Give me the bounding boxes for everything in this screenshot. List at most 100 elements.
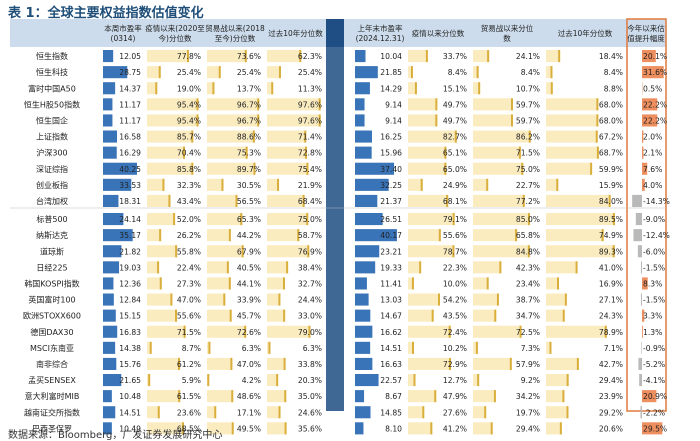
index-name: 孟买SENSEX bbox=[28, 375, 76, 385]
header-bg-current bbox=[10, 19, 326, 47]
cell-value: 72.9% bbox=[443, 360, 467, 369]
pe-bar bbox=[355, 390, 365, 403]
cell-value: 61.5% bbox=[177, 392, 201, 401]
pe-bar bbox=[355, 162, 395, 175]
cell-value: 55.6% bbox=[443, 231, 467, 240]
column-header-6: 疫情以来分位数 bbox=[412, 28, 465, 38]
percentile-bar-edge bbox=[596, 98, 599, 111]
cell-value: 29.4% bbox=[599, 376, 623, 385]
change-bar-negative bbox=[640, 293, 642, 306]
percentile-bar-bg bbox=[207, 114, 260, 127]
percentile-bar-edge bbox=[562, 390, 565, 403]
cell-value: 14.37 bbox=[119, 84, 141, 93]
percentile-bar-bg bbox=[408, 341, 415, 354]
cell-value: 49.7% bbox=[443, 100, 467, 109]
cell-value: 48.6% bbox=[237, 392, 261, 401]
percentile-bar-bg bbox=[473, 422, 493, 435]
cell-value: 59.7% bbox=[516, 116, 540, 125]
cell-value: 15.1% bbox=[443, 84, 467, 93]
percentile-bar-edge bbox=[231, 390, 234, 403]
cell-value: 8.10 bbox=[385, 424, 402, 433]
cell-value: 24.14 bbox=[119, 215, 141, 224]
change-bar-negative bbox=[640, 406, 642, 419]
cell-value: 9.14 bbox=[385, 116, 402, 125]
percentile-bar-edge bbox=[425, 50, 428, 63]
change-bar-positive bbox=[642, 114, 658, 127]
cell-value: 74.9% bbox=[599, 231, 623, 240]
percentile-bar-bg bbox=[267, 374, 279, 387]
percentile-bar-edge bbox=[283, 357, 286, 370]
percentile-bar-bg bbox=[546, 229, 604, 242]
cell-value: 20.9% bbox=[643, 392, 667, 401]
cell-value: 52.0% bbox=[177, 215, 201, 224]
cell-value: 96.7% bbox=[237, 100, 261, 109]
percentile-bar-edge bbox=[431, 309, 434, 322]
index-name: 韩国KOSPI指数 bbox=[24, 278, 79, 288]
cell-value: 17.1% bbox=[237, 408, 261, 417]
cell-value: 3.3% bbox=[643, 312, 662, 321]
change-bar-negative bbox=[633, 229, 642, 242]
percentile-bar-edge bbox=[590, 162, 593, 175]
percentile-bar-edge bbox=[244, 325, 247, 338]
cell-value: 59.9% bbox=[599, 165, 623, 174]
percentile-bar-edge bbox=[487, 50, 490, 63]
cell-value: 33.8% bbox=[298, 360, 322, 369]
cell-value: 77.8% bbox=[177, 52, 201, 61]
cell-value: 16.25 bbox=[380, 133, 402, 142]
cell-value: 8.8% bbox=[604, 84, 623, 93]
percentile-bar-bg bbox=[473, 66, 479, 79]
cell-value: 89.5% bbox=[599, 215, 623, 224]
cell-value: 57.9% bbox=[516, 360, 540, 369]
percentile-bar-edge bbox=[149, 341, 152, 354]
percentile-bar-edge bbox=[159, 277, 162, 290]
index-name: 台湾加权 bbox=[36, 196, 68, 206]
percentile-bar-bg bbox=[473, 261, 502, 274]
pe-bar bbox=[355, 50, 366, 63]
cell-value: -1.5% bbox=[643, 263, 665, 272]
cell-value: 19.33 bbox=[380, 263, 402, 272]
percentile-bar-edge bbox=[564, 293, 567, 306]
cell-value: 42.3% bbox=[516, 263, 540, 272]
cell-value: 0.5% bbox=[643, 84, 662, 93]
cell-value: -4.1% bbox=[643, 376, 665, 385]
cell-value: 29.2% bbox=[599, 408, 623, 417]
index-name: 标普500 bbox=[36, 214, 67, 224]
percentile-bar-edge bbox=[452, 245, 455, 258]
percentile-bar-edge bbox=[241, 245, 244, 258]
change-bar-negative bbox=[638, 357, 642, 370]
cell-value: 14.38 bbox=[119, 344, 141, 353]
percentile-bar-edge bbox=[566, 406, 569, 419]
change-bar-positive bbox=[642, 146, 644, 159]
cell-value: 14.51 bbox=[380, 344, 402, 353]
percentile-bar-bg bbox=[408, 162, 447, 175]
index-name: 南非综合 bbox=[36, 359, 68, 369]
percentile-bar-bg bbox=[207, 277, 231, 290]
percentile-bar-edge bbox=[411, 277, 414, 290]
percentile-bar-edge bbox=[159, 229, 162, 242]
percentile-bar-bg bbox=[408, 114, 438, 127]
cell-value: 72.8% bbox=[298, 149, 322, 158]
index-name: 沪深300 bbox=[36, 148, 67, 158]
cell-value: 97.6% bbox=[298, 100, 322, 109]
cell-value: 22.3% bbox=[443, 263, 467, 272]
cell-value: 62.3% bbox=[298, 52, 322, 61]
cell-value: 8.4% bbox=[448, 68, 467, 77]
percentile-bar-bg bbox=[267, 309, 286, 322]
percentile-bar-edge bbox=[435, 98, 438, 111]
percentile-bar-bg bbox=[408, 406, 425, 419]
pe-bar bbox=[355, 66, 378, 79]
percentile-bar-edge bbox=[414, 82, 417, 95]
percentile-bar-bg bbox=[473, 245, 530, 258]
percentile-bar-bg bbox=[267, 245, 310, 258]
percentile-bar-edge bbox=[302, 194, 305, 207]
percentile-bar-edge bbox=[518, 146, 521, 159]
column-header-7: 数 bbox=[503, 33, 511, 43]
table-title: 表 1：全球主要权益指数估值变化 bbox=[8, 6, 204, 21]
percentile-bar-edge bbox=[257, 114, 260, 127]
percentile-bar-edge bbox=[183, 146, 186, 159]
cell-value: -6.0% bbox=[643, 247, 665, 256]
percentile-bar-bg bbox=[147, 130, 194, 143]
cell-value: 2.1% bbox=[643, 149, 662, 158]
percentile-bar-edge bbox=[475, 341, 478, 354]
change-bar-positive bbox=[642, 66, 664, 79]
